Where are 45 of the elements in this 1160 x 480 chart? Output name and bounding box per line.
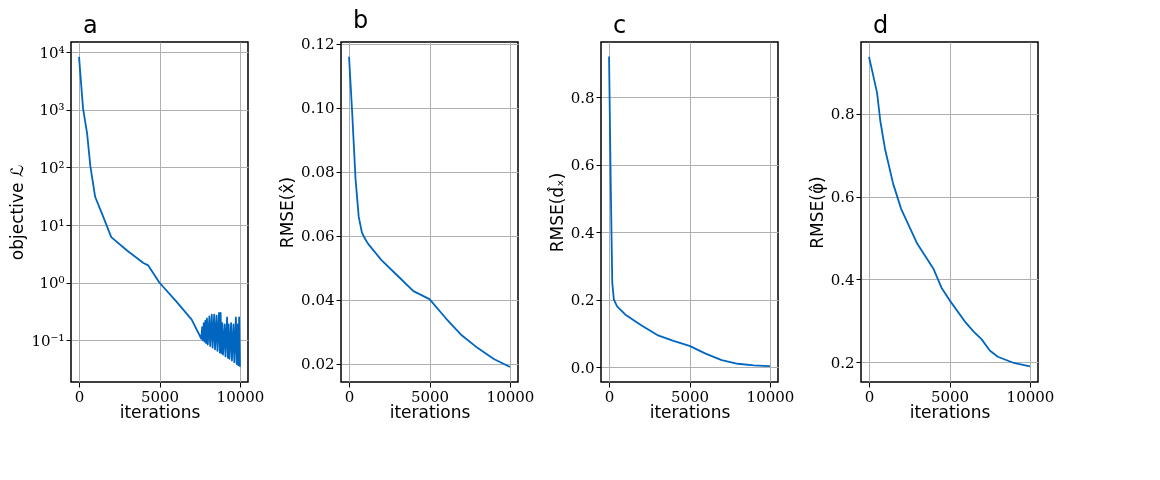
- y-axis-title: RMSE(x̂): [277, 176, 298, 249]
- x-tick-label: 10000: [746, 387, 795, 406]
- x-tick-label: 0: [604, 387, 615, 406]
- y-tick-label: 10¹: [39, 216, 65, 235]
- y-tick-label: 0.4: [830, 270, 855, 289]
- x-axis-title: iterations: [649, 401, 731, 422]
- y-tick-label: 0.6: [570, 156, 595, 175]
- y-tick-label: 10⁻¹: [31, 331, 65, 350]
- y-tick-label: 10³: [39, 101, 65, 120]
- y-tick-label: 10⁰: [39, 274, 65, 293]
- line-series: [608, 55, 771, 368]
- line-series: [348, 55, 511, 368]
- y-tick-label: 0.10: [301, 99, 335, 118]
- y-tick-label: 0.0: [570, 358, 595, 377]
- x-tick-label: 0: [864, 387, 875, 406]
- x-axis-title: iterations: [389, 401, 471, 422]
- x-tick-label: 10000: [1006, 387, 1055, 406]
- y-tick-label: 10²: [39, 158, 65, 177]
- y-tick-label: 0.04: [301, 291, 335, 310]
- line-series: [78, 55, 241, 368]
- y-axis-title: RMSE(d̂ₓ): [546, 172, 567, 253]
- x-tick-label: 0: [74, 387, 85, 406]
- y-tick-label: 0.06: [301, 227, 335, 246]
- y-tick-label: 0.2: [570, 291, 595, 310]
- y-tick-label: 0.6: [830, 188, 855, 207]
- y-tick-label: 0.8: [570, 88, 595, 107]
- y-axis-title: RMSE(φ̂): [806, 176, 827, 249]
- x-tick-label: 10000: [486, 387, 535, 406]
- y-tick-label: 0.4: [570, 223, 595, 242]
- chart-title: b: [353, 5, 369, 34]
- x-tick-label: 0: [344, 387, 355, 406]
- chart-title: d: [873, 11, 889, 39]
- y-tick-label: 10⁴: [39, 43, 65, 62]
- y-tick-label: 0.12: [301, 35, 335, 54]
- y-tick-label: 0.8: [830, 105, 855, 124]
- chart-title: a: [83, 11, 98, 39]
- y-tick-label: 0.02: [301, 355, 335, 374]
- y-axis-title: objective ℒ: [7, 164, 28, 261]
- chart-title: c: [613, 11, 627, 39]
- x-axis-title: iterations: [909, 401, 991, 422]
- x-axis-title: iterations: [119, 401, 201, 422]
- y-tick-label: 0.08: [301, 163, 335, 182]
- y-tick-label: 0.2: [830, 353, 855, 372]
- x-tick-label: 10000: [216, 387, 265, 406]
- line-series: [868, 55, 1031, 368]
